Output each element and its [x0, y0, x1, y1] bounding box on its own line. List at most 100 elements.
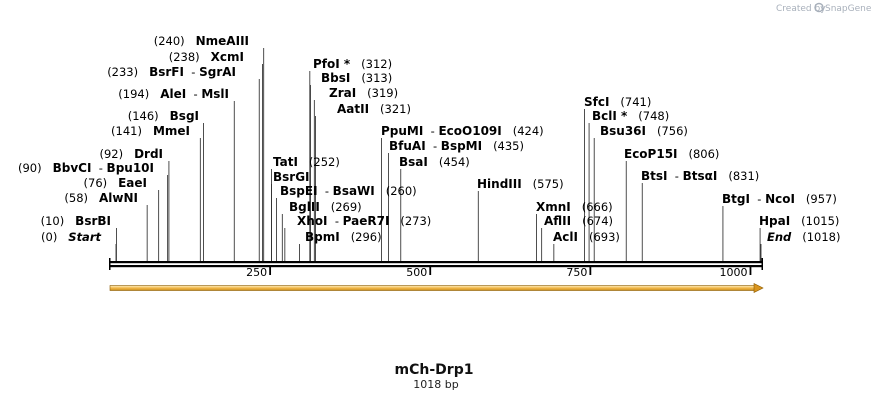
enzyme-name: - — [668, 169, 683, 183]
cut-site-lines — [115, 48, 762, 261]
cut-site-label-bspei[interactable]: BspEI - BsaWI (260) — [280, 184, 417, 198]
cut-site-label-bsrfi[interactable]: (233) BsrFI - SgrAI — [107, 65, 236, 79]
enzyme-name: BbvCI — [53, 161, 92, 175]
cut-position: (240) — [154, 34, 185, 48]
cut-position: (693) — [589, 230, 620, 244]
sequence-length: 1018 bp — [413, 378, 458, 391]
enzyme-name: TatI — [273, 155, 298, 169]
enzyme-name: BtsαI — [683, 169, 718, 183]
cut-site-label-alwni[interactable]: (58) AlwNI — [64, 191, 138, 205]
ruler-tick — [749, 266, 752, 275]
cut-site-label-bglii[interactable]: BglII (269) — [289, 200, 362, 214]
cut-site-label-aatii[interactable]: AatII (321) — [337, 102, 411, 116]
cut-position: (146) — [128, 109, 159, 123]
cut-position: (674) — [582, 214, 613, 228]
cut-position: (260) — [386, 184, 417, 198]
enzyme-name: BtgI — [722, 192, 750, 206]
enzyme-name: Start — [68, 230, 101, 244]
enzyme-name: - — [184, 65, 199, 79]
enzyme-name: NcoI — [765, 192, 795, 206]
cut-site-label-bbvci[interactable]: (90) BbvCI - Bpu10I — [18, 161, 154, 175]
cut-position: (90) — [18, 161, 42, 175]
cut-position: (666) — [582, 200, 613, 214]
cut-site-label-sfci[interactable]: SfcI (741) — [584, 95, 651, 109]
enzyme-name: HpaI — [759, 214, 790, 228]
enzyme-name: AflII — [544, 214, 571, 228]
cut-site-label-xhoi[interactable]: XhoI - PaeR7I (273) — [297, 214, 431, 228]
enzyme-name: HindIII — [477, 177, 522, 191]
snapgene-logo-icon — [814, 2, 824, 13]
cut-site-label-bcli[interactable]: BclI * (748) — [592, 109, 669, 123]
cut-position: (269) — [331, 200, 362, 214]
enzyme-name: BsgI — [170, 109, 199, 123]
cut-position: (92) — [99, 147, 123, 161]
cut-position: (806) — [688, 147, 719, 161]
cut-site-label-eaei[interactable]: (76) EaeI — [84, 176, 147, 190]
cut-site-label-xcmi[interactable]: (238) XcmI — [169, 50, 244, 64]
cut-position: (233) — [107, 65, 138, 79]
enzyme-name: - — [318, 184, 333, 198]
enzyme-name: MmeI — [153, 124, 190, 138]
cut-site-label-pfoi[interactable]: PfoI * (312) — [313, 57, 392, 71]
enzyme-name: BclI * — [592, 109, 628, 123]
cut-site-label-drdi[interactable]: (92) DrdI — [99, 147, 163, 161]
cut-site-label-bsai[interactable]: BsaI (454) — [399, 155, 470, 169]
enzyme-name: BsrGI — [273, 170, 310, 184]
enzyme-name: EaeI — [118, 176, 147, 190]
enzyme-name: ZraI — [329, 86, 356, 100]
cut-site-label-acli[interactable]: AclI (693) — [553, 230, 620, 244]
enzyme-name: BspMI — [441, 139, 482, 153]
cut-position: (194) — [118, 87, 149, 101]
enzyme-name: AlwNI — [99, 191, 138, 205]
cut-position: (319) — [367, 86, 398, 100]
cut-site-label-bsgi[interactable]: (146) BsgI — [128, 109, 199, 123]
cut-site-label-hpai[interactable]: HpaI (1015) — [759, 214, 839, 228]
enzyme-name: BsaWI — [333, 184, 375, 198]
backbone-top-strand — [109, 261, 763, 264]
cut-site-label-bbsi[interactable]: BbsI (313) — [321, 71, 392, 85]
enzyme-name: - — [186, 87, 201, 101]
credit-brand: SnapGene — [825, 4, 872, 14]
enzyme-name: BtsI — [641, 169, 668, 183]
enzyme-name: EcoO109I — [438, 124, 501, 138]
cut-site-label-bfuai[interactable]: BfuAI - BspMI (435) — [389, 139, 524, 153]
cut-site-label-xmni[interactable]: XmnI (666) — [536, 200, 613, 214]
cut-site-label-bsu36i[interactable]: Bsu36I (756) — [600, 124, 688, 138]
cut-position: (1018) — [802, 230, 840, 244]
sequence-title: mCh-Drp1 — [395, 362, 474, 378]
position-ruler: 250 500 750 1000 — [246, 266, 752, 279]
cut-site-label-start[interactable]: (0) Start — [41, 230, 101, 244]
enzyme-name: MslI — [201, 87, 229, 101]
cut-position: (10) — [41, 214, 65, 228]
cut-position: (141) — [111, 124, 142, 138]
cut-site-label-ecop15i[interactable]: EcoP15I (806) — [624, 147, 719, 161]
cut-position: (58) — [64, 191, 88, 205]
cut-site-label-zrai[interactable]: ZraI (319) — [329, 86, 398, 100]
cut-site-label-nmeaiii[interactable]: (240) NmeAIII — [154, 34, 249, 48]
backbone-end-cap — [761, 258, 763, 270]
cut-site-label-btgi[interactable]: BtgI - NcoI (957) — [722, 192, 837, 206]
ruler-tick-label: 250 — [246, 266, 267, 279]
cut-site-label-aflii[interactable]: AflII (674) — [544, 214, 613, 228]
enzyme-name: - — [423, 124, 438, 138]
cut-site-label-bsrgi[interactable]: BsrGI — [273, 170, 310, 184]
snapgene-credit: Created by SnapGene — [776, 2, 872, 14]
cut-site-label-end[interactable]: End (1018) — [767, 230, 841, 244]
cut-site-label-hindiii[interactable]: HindIII (575) — [477, 177, 564, 191]
enzyme-name: XcmI — [211, 50, 244, 64]
cut-site-label-alei[interactable]: (194) AleI - MslI — [118, 87, 229, 101]
cut-position: (0) — [41, 230, 57, 244]
cut-site-label-tati[interactable]: TatI (252) — [273, 155, 340, 169]
feature-arrow — [109, 283, 764, 293]
cut-site-label-mmei[interactable]: (141) MmeI — [111, 124, 190, 138]
enzyme-name: SfcI — [584, 95, 609, 109]
cut-site-label-ppumi[interactable]: PpuMI - EcoO109I (424) — [381, 124, 544, 138]
ruler-tick-label: 500 — [406, 266, 427, 279]
cut-site-label-btsi[interactable]: BtsI - BtsαI (831) — [641, 169, 759, 183]
enzyme-name: AatII — [337, 102, 369, 116]
enzyme-name: BbsI — [321, 71, 350, 85]
cut-site-label-bsrbi[interactable]: (10) BsrBI — [41, 214, 111, 228]
cut-site-label-bpmi[interactable]: BpmI (296) — [305, 230, 382, 244]
enzyme-name: Bsu36I — [600, 124, 646, 138]
enzyme-name: - — [750, 192, 765, 206]
